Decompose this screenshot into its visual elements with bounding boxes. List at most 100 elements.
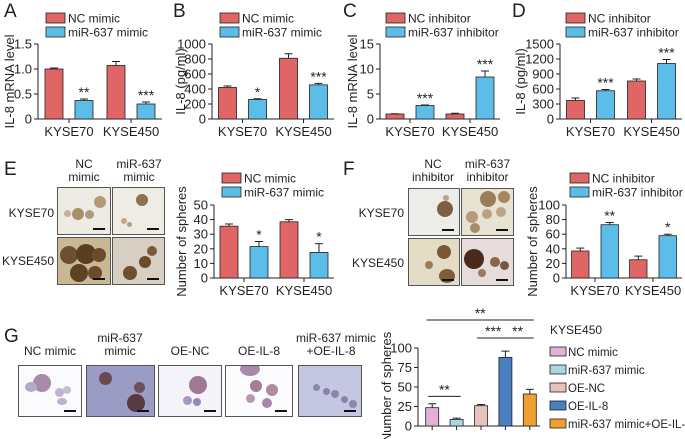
g-legend-label: OE-IL-8	[568, 401, 608, 413]
f-bar-control	[629, 259, 648, 279]
f-ytick-label: 80	[546, 212, 560, 227]
d-bar-control	[566, 100, 585, 120]
e-ytick-label: 20	[194, 241, 208, 256]
g-col-label-combo: miR-637 mimic +OE-IL-8	[296, 331, 377, 358]
panel-label-e: E	[4, 159, 17, 180]
b-legend-swatch	[219, 12, 240, 24]
f-xtick-label: KYSE70	[570, 283, 619, 298]
g-legend-label: OE-NC	[568, 383, 605, 395]
panel-label-b: B	[173, 1, 186, 22]
g-y-axis-label: Number of spheres	[379, 331, 394, 439]
b-legend-label: NC mimic	[242, 12, 294, 26]
e-col-label-mir-line1: miR-637	[116, 157, 162, 171]
e-image-kyse450-mir	[112, 237, 165, 285]
a-y-axis-label: IL-8 mRNA level	[2, 34, 17, 128]
g-image-nc-mimic	[18, 365, 82, 417]
a-bar-control	[44, 68, 64, 120]
e-ytick-label: 0	[201, 271, 208, 286]
c-ytick-label: 15	[360, 37, 374, 52]
g-comparison-label: **	[475, 305, 486, 321]
e-image-kyse450-nc	[57, 237, 111, 285]
a-ytick-label: 0	[25, 112, 32, 127]
panel-label-a: A	[4, 1, 17, 22]
g-col-label-oe-nc: OE-NC	[158, 345, 222, 358]
c-ytick-label: 5	[367, 87, 374, 102]
a-ytick-label: 1.5	[14, 37, 32, 52]
e-bar-treatment	[249, 246, 269, 279]
d-ytick-label: 1200	[525, 52, 554, 67]
g-legend-label: NC mimic	[568, 347, 618, 359]
f-image-kyse70-nc	[408, 188, 460, 236]
d-ytick-label: 600	[532, 82, 554, 97]
f-col-label-mir: miR-637 inhibitor	[461, 158, 514, 184]
e-legend-swatch	[221, 172, 242, 184]
b-ytick-label: 200	[184, 97, 206, 112]
f-significance-label: **	[604, 208, 615, 224]
b-bar-control	[279, 57, 298, 120]
g-legend-swatch-1	[549, 364, 567, 375]
g-ytick-label: 0	[405, 419, 412, 434]
a-bar-treatment	[74, 100, 94, 120]
g-legend-swatch-2	[549, 382, 567, 393]
d-significance-label: ***	[597, 75, 614, 91]
f-bar-treatment	[658, 235, 677, 279]
e-col-label-nc: NC mimic	[58, 158, 110, 184]
d-ytick-label: 300	[532, 97, 554, 112]
b-significance-label: ***	[310, 68, 327, 84]
g-legend-label: miR-637 mimic	[568, 365, 645, 377]
d-bar-treatment	[657, 63, 676, 120]
f-ytick-label: 100	[538, 198, 560, 213]
e-ytick-label: 40	[194, 212, 208, 227]
c-legend-swatch	[385, 12, 406, 24]
g-col-label-nc-mimic: NC mimic	[15, 345, 85, 358]
g-bar-2	[474, 405, 488, 427]
g-ytick-label: 25	[398, 399, 412, 414]
e-significance-label: *	[256, 227, 262, 243]
a-bar-treatment	[136, 103, 156, 120]
c-bar-treatment	[475, 76, 495, 120]
f-col-label-nc-line2: inhibitor	[411, 170, 455, 184]
e-significance-label: *	[316, 229, 322, 245]
c-significance-label: ***	[477, 56, 494, 72]
f-col-label-mir-line2: inhibitor	[466, 170, 509, 184]
g-col-label-mir-mimic: miR-637 mimic	[85, 332, 155, 358]
e-row-label-kyse70: KYSE70	[8, 206, 54, 220]
e-col-label-nc-line2: mimic	[68, 170, 100, 184]
g-col-label-4-line1: miR-637 mimic	[296, 331, 377, 345]
e-xtick-label: KYSE70	[219, 283, 268, 298]
g-comparison-label: ***	[485, 323, 502, 339]
b-ytick-label: 800	[184, 52, 206, 67]
g-ytick-label: 100	[390, 341, 412, 356]
f-row-label-kyse70: KYSE70	[358, 206, 404, 220]
d-xtick-label: KYSE450	[623, 124, 679, 139]
c-bar-treatment	[415, 105, 435, 120]
e-ytick-label: 30	[194, 227, 208, 242]
a-significance-label: **	[79, 84, 90, 100]
f-significance-label: *	[665, 219, 671, 235]
c-bar-control	[385, 113, 405, 120]
f-image-kyse450-nc	[408, 238, 460, 286]
panel-label-g: G	[4, 326, 19, 347]
a-xtick-label: KYSE450	[103, 124, 159, 139]
g-col-label-oe-il8: OE-IL-8	[225, 345, 293, 358]
f-col-label-nc-line1: NC	[424, 157, 442, 171]
b-bar-control	[218, 87, 237, 120]
a-ytick-label: 1.0	[14, 62, 32, 77]
g-image-combo	[298, 365, 362, 417]
g-comparison-label: **	[512, 323, 523, 339]
a-legend-label: miR-637 mimic	[68, 26, 148, 40]
f-legend-swatch	[569, 186, 590, 198]
c-bar-control	[445, 113, 465, 120]
b-xtick-label: KYSE450	[275, 124, 331, 139]
d-legend-label: miR-637 inhibitor	[588, 26, 679, 40]
a-significance-label: ***	[138, 87, 155, 103]
g-col-label-2-line1: OE-NC	[170, 344, 210, 358]
e-legend-swatch	[221, 186, 242, 198]
b-y-axis-label: IL-8 (pg/ml)	[173, 48, 188, 114]
f-col-label-mir-line1: miR-637	[464, 157, 511, 171]
e-col-label-mir: miR-637 mimic	[112, 158, 166, 184]
b-ytick-label: 600	[184, 67, 206, 82]
b-bar-treatment	[248, 99, 267, 120]
d-ytick-label: 1500	[525, 37, 554, 52]
